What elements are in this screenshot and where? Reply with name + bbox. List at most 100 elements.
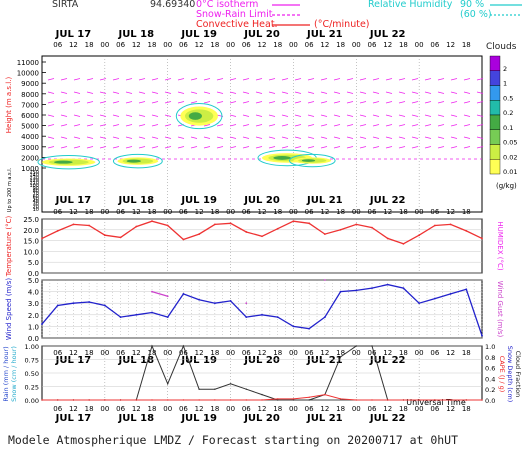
rain-point [261,399,263,401]
legend-humidity-value: 90 % [460,0,485,10]
isotherm-barb [307,91,315,94]
isotherm-barb [216,136,224,139]
top-hour-tick: 12 [320,41,329,49]
wind-point [449,293,452,295]
rain-point [339,398,342,400]
isotherm-barb [281,124,289,127]
top-hour-tick: 00 [289,41,298,49]
rain-day-label: JUL 17 [55,355,92,366]
isotherm-barb [112,114,120,117]
isotherm-barb [268,78,276,81]
isotherm-barb [47,136,55,139]
rain-top-hour-tick: 12 [195,349,204,357]
temperature-point [166,224,169,227]
top-day-label: JUL 19 [180,29,217,40]
cloud-bottom-hour-tick: 00 [100,208,109,216]
isotherm-barb [86,114,94,117]
top-hour-tick: 06 [430,41,439,49]
isotherm-barb [424,114,432,117]
isotherm-barb [463,146,471,149]
isotherm-barb [476,78,484,81]
cloud-bottom-day-label: JUL 19 [180,195,217,206]
isotherm-barb [255,91,263,94]
isotherm-barb [463,78,471,81]
isotherm-barb [177,91,185,94]
wind-point [103,304,106,307]
rain-tick-label: 0.50 [25,370,39,378]
rain-point [387,399,389,401]
cloud-bottom-hour-tick: 18 [273,208,282,216]
rain-top-hour-tick: 12 [69,349,78,357]
isotherm-barb [346,146,354,149]
wind-point [465,288,468,291]
isotherm-barb [216,91,224,94]
fraction-tick-label: 0.6 [485,365,495,373]
wind-tick-label: 0.0 [28,335,39,343]
isotherm-barb [255,124,263,127]
rain-point [182,399,185,401]
isotherm-barb [73,114,81,117]
isotherm-barb [333,136,341,139]
isotherm-barb [177,78,185,81]
rain-bottom-day-label: JUL 17 [55,413,92,424]
isotherm-barb [398,114,406,117]
wind-point [386,283,389,286]
isotherm-barb [125,101,133,104]
height-tick-label: 11000 [17,59,39,67]
rain-tick-label: 0.25 [25,384,39,392]
isotherm-barb [190,146,198,149]
isotherm-barb [229,114,237,117]
cloud-bottom-hour-tick: 06 [242,208,251,216]
rain-bottom-hour-tick: 00 [352,405,361,413]
isotherm-barb [424,101,432,104]
rain-bottom-hour-tick: 12 [258,405,267,413]
isotherm-barb [281,91,289,94]
isotherm-barb [359,114,367,117]
isotherm-barb [216,146,224,149]
temperature-tick-label: 10.0 [23,248,39,256]
wind-point [135,313,138,316]
rain-bottom-hour-tick: 18 [85,405,94,413]
isotherm-barb [190,91,198,94]
isotherm-barb [242,78,250,81]
isotherm-barb [398,91,406,94]
wind-point [245,316,248,319]
low-height-tick-label: 110 [29,181,39,187]
isotherm-barb [372,114,380,117]
temperature-point [323,233,326,236]
isotherm-barb [190,101,198,104]
top-hour-tick: 00 [226,41,235,49]
rain-point [182,345,185,347]
isotherm-barb [372,78,380,81]
cloud-scale-label: 0.05 [503,139,517,147]
legend-convective-label: Convective Heat. [196,19,278,30]
cloud-bottom-hour-tick: 06 [368,208,377,216]
isotherm-barb [424,146,432,149]
rain-top-hour-tick: 18 [148,349,157,357]
rain-point [449,399,452,401]
isotherm-barb [164,91,172,94]
cloud-bottom-hour-tick: 18 [399,208,408,216]
isotherm-barb [229,91,237,94]
site-coords: 94.69340 [150,0,196,10]
isotherm-barb [281,101,289,104]
rain-point [119,399,122,401]
temperature-point [103,234,106,237]
isotherm-barb [229,146,237,149]
rain-bottom-hour-tick: 18 [210,405,219,413]
rain-point [277,399,279,401]
isotherm-barb [255,136,263,139]
isotherm-barb [99,78,107,81]
isotherm-barb [307,101,315,104]
rain-point [214,399,216,401]
wind-tick-label: 1.0 [28,323,39,331]
cloud-bottom-hour-tick: 00 [163,208,172,216]
humidity-contour [37,154,100,170]
isotherm-barb [203,146,211,149]
cloud-bottom-hour-tick: 06 [116,208,125,216]
top-day-label: JUL 22 [369,29,406,40]
isotherm-barb [372,101,380,104]
rain-point [355,399,357,401]
low-height-tick-label: 90 [33,186,39,192]
